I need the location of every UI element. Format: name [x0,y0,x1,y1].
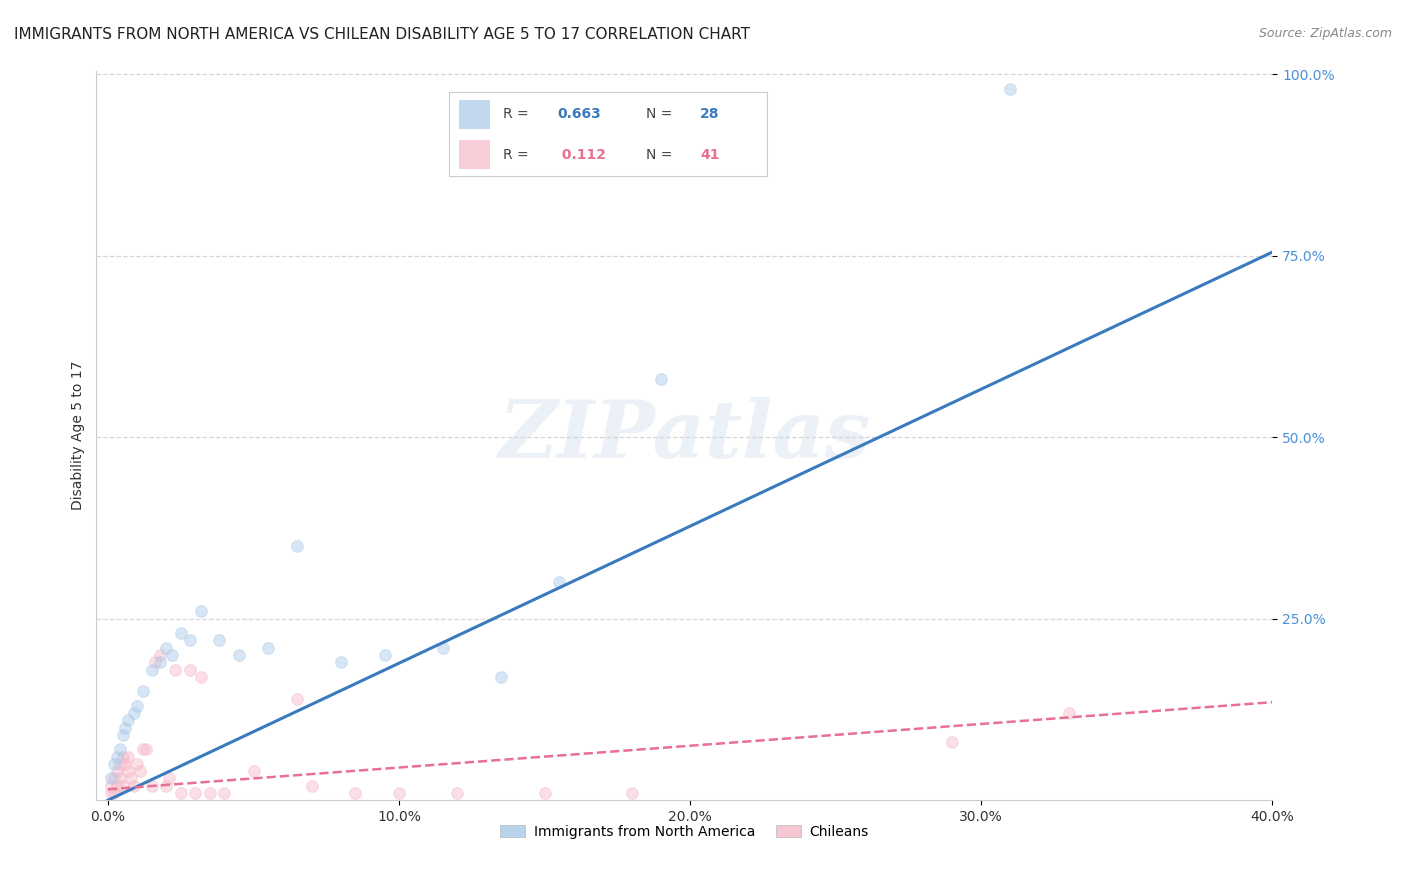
Point [388,786,411,800]
Point [100,779,122,793]
Point [149,648,172,662]
Point [228,648,250,662]
Point [207,633,229,648]
Point [141,779,163,793]
Point [432,640,454,655]
Point [214,786,236,800]
Point [127,756,149,771]
Point [160,648,183,662]
Point [122,706,145,720]
Text: Source: ZipAtlas.com: Source: ZipAtlas.com [1258,27,1392,40]
Point [155,779,177,793]
Point [179,663,201,677]
Point [132,684,155,698]
Point [108,756,131,771]
Y-axis label: Disability Age 5 to 17: Disability Age 5 to 17 [72,360,86,510]
Point [548,575,571,590]
Point [111,728,134,742]
Point [157,772,180,786]
Point [163,663,186,677]
Point [105,749,128,764]
Point [111,779,134,793]
Point [100,772,122,786]
Point [620,786,643,800]
Point [127,698,149,713]
Point [301,779,323,793]
Point [149,655,172,669]
Point [170,786,193,800]
Point [117,714,139,728]
Point [117,749,139,764]
Point [533,786,555,800]
Point [108,772,131,786]
Point [329,655,352,669]
Point [105,764,128,779]
Point [489,670,512,684]
Point [111,749,134,764]
Point [242,764,264,779]
Point [117,764,139,779]
Point [257,640,280,655]
Point [198,786,221,800]
Point [446,786,468,800]
Text: IMMIGRANTS FROM NORTH AMERICA VS CHILEAN DISABILITY AGE 5 TO 17 CORRELATION CHAR: IMMIGRANTS FROM NORTH AMERICA VS CHILEAN… [14,27,749,42]
Point [105,779,128,793]
Point [170,626,193,640]
Point [344,786,367,800]
Point [184,786,207,800]
Point [132,742,155,756]
Legend: Immigrants from North America, Chileans: Immigrants from North America, Chileans [495,819,875,845]
Point [285,691,308,706]
Point [1057,706,1080,720]
Point [114,756,136,771]
Point [155,640,177,655]
Point [141,663,163,677]
Point [374,648,396,662]
Point [100,786,122,800]
Point [179,633,201,648]
Point [114,721,136,735]
Point [190,670,212,684]
Point [143,655,166,669]
Point [108,742,131,756]
Point [1000,81,1022,95]
Point [941,735,963,749]
Point [103,772,125,786]
Point [650,372,672,386]
Point [120,772,142,786]
Point [129,764,152,779]
Point [285,539,308,553]
Point [103,786,125,800]
Point [122,779,145,793]
Text: ZIPatlas: ZIPatlas [498,397,870,475]
Point [103,756,125,771]
Point [190,604,212,618]
Point [135,742,157,756]
